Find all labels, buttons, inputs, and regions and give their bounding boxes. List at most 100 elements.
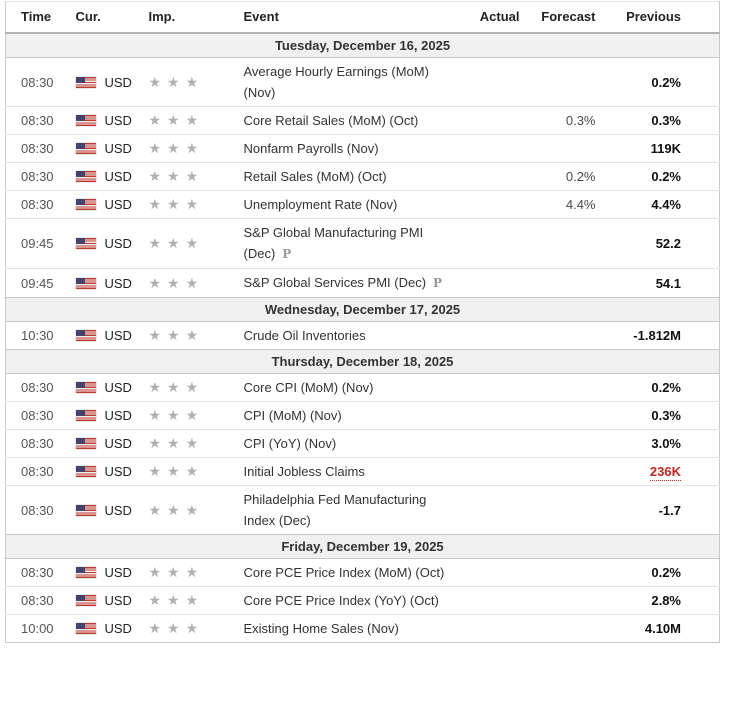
previous-value: 0.3% bbox=[651, 113, 681, 128]
forecast-cell bbox=[519, 401, 596, 430]
event-link[interactable]: Crude Oil Inventories bbox=[243, 328, 366, 343]
event-row: 08:30 USD ★★★ Core CPI (MoM) (Nov) 0.2% bbox=[5, 373, 720, 402]
importance-stars-icon: ★★★ bbox=[148, 620, 205, 636]
event-link[interactable]: CPI (YoY) (Nov) bbox=[243, 436, 337, 451]
previous-cell: 0.3% bbox=[595, 106, 720, 135]
currency-code: USD bbox=[104, 197, 132, 212]
previous-cell: 52.2 bbox=[595, 218, 720, 269]
event-link[interactable]: CPI (MoM) (Nov) bbox=[243, 408, 342, 423]
actual-cell bbox=[469, 57, 520, 107]
event-cell: Initial Jobless Claims bbox=[243, 457, 470, 486]
preliminary-release-icon: P bbox=[282, 247, 292, 261]
event-row: 08:30 USD ★★★ Initial Jobless Claims 236K bbox=[5, 457, 720, 486]
currency-code: USD bbox=[104, 328, 132, 343]
importance-stars-icon: ★★★ bbox=[148, 379, 205, 395]
currency-code: USD bbox=[104, 502, 132, 518]
event-link[interactable]: S&P Global Manufacturing PMI (Dec) bbox=[243, 225, 424, 261]
importance-stars-icon: ★★★ bbox=[148, 140, 205, 156]
event-time: 08:30 bbox=[21, 502, 54, 518]
event-time-cell: 08:30 bbox=[5, 429, 76, 458]
event-time-cell: 09:45 bbox=[5, 268, 76, 298]
event-cell: Unemployment Rate (Nov) bbox=[243, 190, 470, 219]
date-separator-label: Tuesday, December 16, 2025 bbox=[5, 32, 720, 58]
currency-cell: USD bbox=[75, 57, 149, 107]
currency-code: USD bbox=[104, 464, 132, 479]
previous-value[interactable]: 236K bbox=[649, 464, 681, 481]
event-link[interactable]: Retail Sales (MoM) (Oct) bbox=[243, 169, 387, 184]
actual-cell bbox=[469, 429, 520, 458]
date-separator-label: Friday, December 19, 2025 bbox=[5, 534, 720, 559]
event-row: 10:30 USD ★★★ Crude Oil Inventories -1.812M bbox=[5, 321, 720, 350]
event-cell: Core Retail Sales (MoM) (Oct) bbox=[243, 106, 470, 135]
importance-cell: ★★★ bbox=[148, 106, 244, 135]
actual-cell bbox=[469, 485, 520, 535]
event-cell: S&P Global Services PMI (Dec) P bbox=[243, 268, 470, 298]
event-link[interactable]: Philadelphia Fed Manufacturing Index (De… bbox=[243, 492, 427, 528]
event-link[interactable]: S&P Global Services PMI (Dec) bbox=[243, 275, 427, 290]
event-link[interactable]: Core PCE Price Index (YoY) (Oct) bbox=[243, 593, 439, 608]
importance-cell: ★★★ bbox=[148, 614, 244, 643]
col-header-importance: Imp. bbox=[148, 1, 244, 34]
importance-stars-icon: ★★★ bbox=[148, 435, 205, 451]
us-flag-icon bbox=[75, 76, 96, 88]
event-time: 08:30 bbox=[21, 74, 54, 90]
forecast-cell bbox=[519, 57, 596, 107]
event-row: 08:30 USD ★★★ Core PCE Price Index (YoY) (O… bbox=[5, 586, 720, 615]
event-link[interactable]: Nonfarm Payrolls (Nov) bbox=[243, 141, 379, 156]
us-flag-icon bbox=[75, 466, 96, 477]
event-time: 08:30 bbox=[21, 141, 54, 156]
event-link[interactable]: Average Hourly Earnings (MoM) (Nov) bbox=[243, 64, 429, 100]
event-time: 08:30 bbox=[21, 380, 54, 395]
event-row: 08:30 USD ★★★ Unemployment Rate (Nov) 4.4% 4.… bbox=[5, 190, 720, 219]
event-time-cell: 08:30 bbox=[5, 106, 76, 135]
previous-value: 3.0% bbox=[651, 436, 681, 451]
forecast-cell bbox=[519, 485, 596, 535]
actual-cell bbox=[469, 106, 520, 135]
us-flag-icon bbox=[75, 143, 96, 154]
event-cell: CPI (MoM) (Nov) bbox=[243, 401, 470, 430]
importance-stars-icon: ★★★ bbox=[148, 73, 205, 90]
currency-cell: USD bbox=[75, 134, 149, 163]
forecast-cell bbox=[519, 586, 596, 615]
importance-cell: ★★★ bbox=[148, 401, 244, 430]
date-separator-row: Friday, December 19, 2025 bbox=[5, 534, 720, 559]
event-time: 08:30 bbox=[21, 464, 54, 479]
actual-cell bbox=[469, 586, 520, 615]
currency-code: USD bbox=[104, 74, 132, 90]
event-link[interactable]: Unemployment Rate (Nov) bbox=[243, 197, 398, 212]
currency-cell: USD bbox=[75, 485, 149, 535]
importance-stars-icon: ★★★ bbox=[148, 501, 205, 518]
event-row: 10:00 USD ★★★ Existing Home Sales (Nov) 4.10… bbox=[5, 614, 720, 643]
event-cell: Existing Home Sales (Nov) bbox=[243, 614, 470, 643]
importance-cell: ★★★ bbox=[148, 321, 244, 350]
event-link[interactable]: Existing Home Sales (Nov) bbox=[243, 621, 399, 636]
event-time: 08:30 bbox=[21, 408, 54, 423]
event-row: 09:45 USD ★★★ S&P Global Manufacturing PMI … bbox=[5, 218, 720, 269]
previous-cell: -1.812M bbox=[595, 321, 720, 350]
event-link[interactable]: Initial Jobless Claims bbox=[243, 464, 365, 479]
forecast-value: 0.3% bbox=[565, 113, 596, 128]
forecast-cell bbox=[519, 429, 596, 458]
forecast-cell bbox=[519, 614, 596, 643]
event-link[interactable]: Core CPI (MoM) (Nov) bbox=[243, 380, 374, 395]
currency-cell: USD bbox=[75, 401, 149, 430]
previous-value: 119K bbox=[650, 141, 681, 156]
importance-cell: ★★★ bbox=[148, 457, 244, 486]
event-time-cell: 09:45 bbox=[5, 218, 76, 269]
currency-code: USD bbox=[104, 113, 132, 128]
event-link[interactable]: Core Retail Sales (MoM) (Oct) bbox=[243, 113, 419, 128]
event-link[interactable]: Core PCE Price Index (MoM) (Oct) bbox=[243, 565, 445, 580]
importance-stars-icon: ★★★ bbox=[148, 274, 205, 291]
us-flag-icon bbox=[75, 115, 96, 126]
previous-cell: 119K bbox=[595, 134, 720, 163]
importance-stars-icon: ★★★ bbox=[148, 564, 205, 580]
importance-cell: ★★★ bbox=[148, 57, 244, 107]
event-row: 08:30 USD ★★★ Core PCE Price Index (MoM) (O… bbox=[5, 558, 720, 587]
event-row: 08:30 USD ★★★ Philadelphia Fed Manufacturin… bbox=[5, 485, 720, 535]
event-time-cell: 08:30 bbox=[5, 134, 76, 163]
event-cell: Core PCE Price Index (MoM) (Oct) bbox=[243, 558, 470, 587]
previous-cell: 236K bbox=[595, 457, 720, 486]
forecast-cell bbox=[519, 268, 596, 298]
actual-cell bbox=[469, 614, 520, 643]
event-cell: Retail Sales (MoM) (Oct) bbox=[243, 162, 470, 191]
